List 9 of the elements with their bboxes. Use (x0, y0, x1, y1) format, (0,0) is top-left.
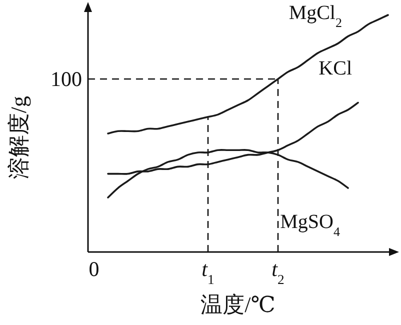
x-tick-label: t$_{2}$ (272, 257, 285, 286)
x-tick-label: t$_{1}$ (202, 257, 214, 286)
y-axis-title: 溶解度/g (6, 96, 31, 180)
series-label: KCl (318, 58, 352, 80)
x-axis-title: 温度/℃ (200, 292, 276, 317)
text: 100 (50, 66, 82, 91)
series-label: MgCl$_{2}$ (288, 2, 342, 30)
x-tick-label: 0 (88, 257, 100, 281)
series-label: MgSO$_{4}$ (280, 211, 340, 239)
